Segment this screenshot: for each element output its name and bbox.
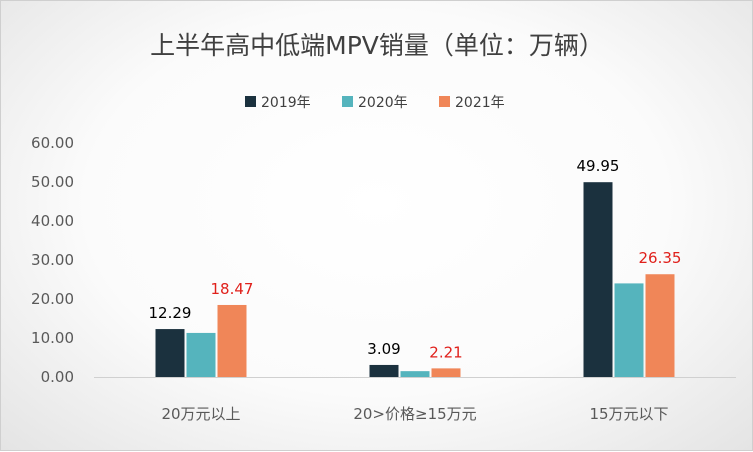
- legend-label: 2021年: [455, 95, 505, 111]
- bar: [645, 274, 675, 377]
- bar: [155, 329, 185, 377]
- bar: [400, 371, 430, 377]
- bar: [614, 283, 644, 377]
- x-tick-label: 20>价格≥15万元: [353, 405, 476, 423]
- bar: [217, 304, 247, 377]
- data-label: 49.95: [577, 157, 620, 175]
- legend: 2019年 2020年 2021年: [245, 95, 505, 111]
- y-tick-label: 10.00: [31, 329, 74, 347]
- y-tick-label: 30.00: [31, 251, 74, 269]
- legend-swatch: [342, 96, 353, 107]
- x-tick-label: 20万元以上: [161, 405, 240, 423]
- x-tick-label: 15万元以下: [589, 405, 668, 423]
- data-label: 18.47: [211, 280, 254, 298]
- legend-label: 2019年: [261, 95, 311, 111]
- data-label: 26.35: [639, 249, 682, 267]
- bar: [369, 364, 399, 377]
- legend-swatch: [439, 96, 450, 107]
- bar: [186, 332, 216, 377]
- bar: [583, 182, 613, 377]
- y-tick-label: 60.00: [31, 134, 74, 152]
- x-axis: 20万元以上 20>价格≥15万元 15万元以下: [161, 405, 668, 423]
- y-tick-label: 20.00: [31, 290, 74, 308]
- y-axis: 0.00 10.00 20.00 30.00 40.00 50.00 60.00: [31, 134, 74, 386]
- y-tick-label: 0.00: [41, 368, 74, 386]
- data-label: 2.21: [429, 343, 462, 361]
- data-label: 3.09: [367, 340, 400, 358]
- data-labels: 12.29 18.47 3.09 2.21 49.95 26.35: [149, 157, 682, 361]
- y-tick-label: 40.00: [31, 212, 74, 230]
- bar: [431, 368, 461, 377]
- bars: [155, 182, 675, 377]
- legend-swatch: [245, 96, 256, 107]
- data-label: 12.29: [149, 304, 192, 322]
- y-tick-label: 50.00: [31, 173, 74, 191]
- chart-title: 上半年高中低端MPV销量（单位：万辆）: [150, 31, 604, 60]
- legend-label: 2020年: [358, 95, 408, 111]
